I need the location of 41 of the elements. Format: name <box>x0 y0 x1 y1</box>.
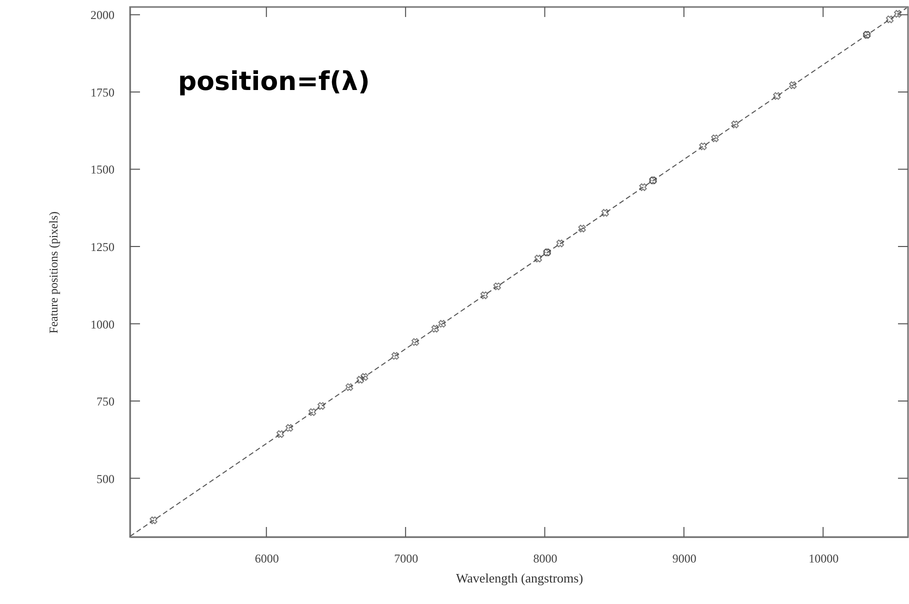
y-axis-title: Feature positions (pixels) <box>46 212 60 334</box>
point <box>886 16 894 24</box>
point <box>308 408 316 416</box>
point <box>639 183 647 191</box>
point <box>438 320 446 328</box>
point <box>711 134 719 142</box>
point <box>493 282 501 290</box>
y-tick-label: 2000 <box>90 8 114 22</box>
x-tick-label: 8000 <box>533 552 558 566</box>
point <box>578 224 586 232</box>
point <box>411 338 420 346</box>
point <box>894 10 902 18</box>
x-tick-label: 9000 <box>672 552 696 566</box>
y-tick-label: 1750 <box>90 85 114 100</box>
point <box>150 516 158 524</box>
point <box>346 383 354 391</box>
x-tick-label: 6000 <box>254 552 279 566</box>
point <box>601 209 609 217</box>
point <box>318 402 326 410</box>
x-tick-label: 10000 <box>808 552 839 566</box>
point <box>699 142 707 150</box>
y-tick-label: 1250 <box>90 240 114 254</box>
x-tick-label: 7000 <box>394 552 418 566</box>
point <box>480 292 488 300</box>
y-tick-label: 500 <box>96 472 114 486</box>
x-axis-title: Wavelength (angstroms) <box>456 570 584 586</box>
point <box>431 324 440 333</box>
point <box>534 254 542 262</box>
y-tick-label: 1000 <box>90 317 114 332</box>
point <box>391 352 400 360</box>
point <box>286 424 294 432</box>
point <box>356 376 364 384</box>
y-tick-label: 1500 <box>90 162 114 177</box>
point <box>789 81 797 90</box>
point <box>556 240 564 248</box>
y-tick-label: 750 <box>96 394 114 409</box>
point <box>773 92 781 100</box>
point <box>731 120 739 128</box>
annotation: position=f(λ) <box>178 67 370 97</box>
point <box>360 373 368 381</box>
point <box>276 430 284 438</box>
